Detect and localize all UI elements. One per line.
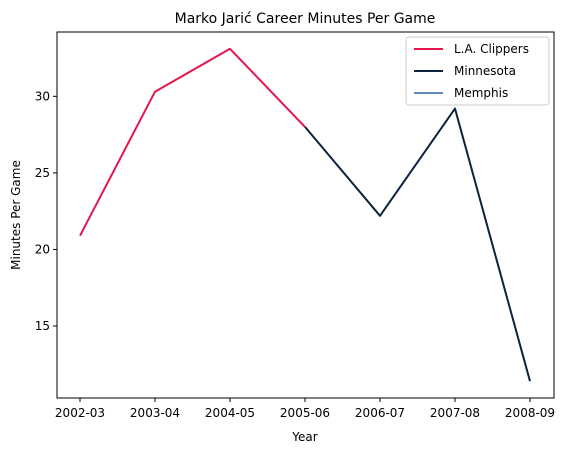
- y-axis-label: Minutes Per Game: [9, 160, 23, 270]
- x-tick-label: 2003-04: [130, 406, 180, 420]
- plot-area: [79, 47, 531, 382]
- y-tick-label: 25: [35, 166, 50, 180]
- legend-box: [405, 36, 550, 106]
- x-tick-label: 2005-06: [280, 406, 330, 420]
- series-line-minnesota: [304, 107, 531, 382]
- x-tick-label: 2002-03: [55, 406, 105, 420]
- chart-title: Marko Jarić Career Minutes Per Game: [175, 11, 436, 27]
- x-tick-label: 2004-05: [205, 406, 255, 420]
- legend: L.A. Clippers Minnesota Memphis: [405, 36, 550, 106]
- y-axis: 15 20 25 30: [35, 89, 57, 333]
- x-axis: 2002-03 2003-04 2004-05 2005-06 2006-07 2007-…: [55, 398, 555, 420]
- y-tick-label: 20: [35, 242, 50, 256]
- legend-label: Minnesota: [454, 64, 516, 78]
- y-tick-label: 30: [35, 89, 50, 103]
- legend-label: L.A. Clippers: [454, 42, 529, 56]
- series-line-l-a-clippers: [79, 47, 306, 237]
- x-axis-label: Year: [291, 430, 317, 444]
- y-tick-label: 15: [35, 319, 50, 333]
- x-tick-label: 2007-08: [430, 406, 480, 420]
- x-tick-label: 2008-09: [505, 406, 555, 420]
- x-tick-label: 2006-07: [355, 406, 405, 420]
- legend-label: Memphis: [454, 86, 508, 100]
